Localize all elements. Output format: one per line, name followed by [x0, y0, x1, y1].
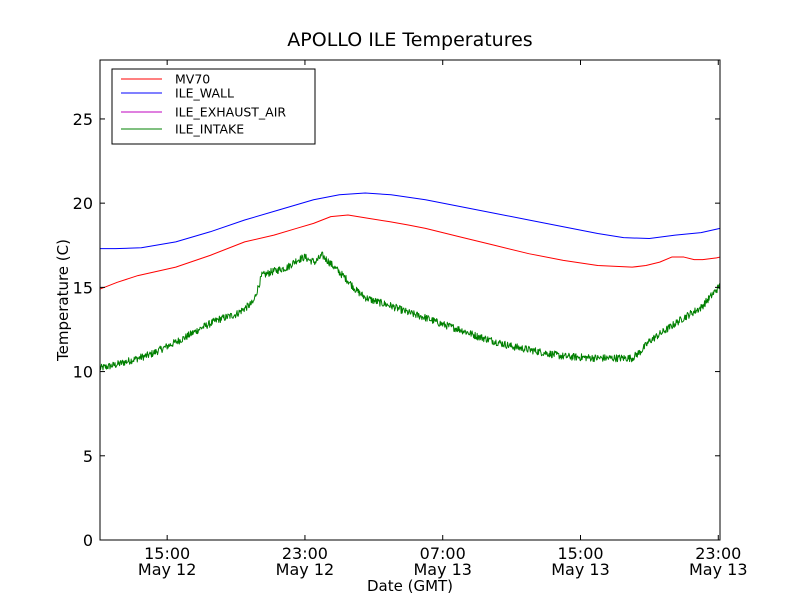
x-tick-label-time: 07:00	[420, 544, 466, 563]
x-tick-label-date: May 13	[689, 560, 748, 579]
y-tick-label: 20	[73, 194, 93, 213]
legend-label-ile-exhaust-air: ILE_EXHAUST_AIR	[175, 105, 286, 120]
legend-label-mv70: MV70	[175, 72, 210, 87]
x-tick-label-date: May 13	[413, 560, 472, 579]
y-tick-label: 15	[73, 278, 93, 297]
y-tick-label: 0	[83, 531, 93, 550]
x-tick-label-time: 23:00	[695, 544, 741, 563]
legend: MV70 ILE_WALL ILE_EXHAUST_AIR ILE_INTAKE	[111, 68, 316, 145]
y-axis-title: Temperature (C)	[54, 239, 72, 362]
x-tick-label-time: 23:00	[282, 544, 328, 563]
y-tick-label: 25	[73, 110, 93, 129]
y-tick-label: 10	[73, 363, 93, 382]
x-axis-title: Date (GMT)	[367, 577, 453, 595]
series-line-ile-intake	[99, 251, 721, 371]
chart-title: APOLLO ILE Temperatures	[287, 29, 532, 51]
x-tick-label-time: 15:00	[557, 544, 603, 563]
legend-box	[111, 68, 316, 145]
y-tick-label: 5	[83, 447, 93, 466]
x-tick-label-time: 15:00	[144, 544, 190, 563]
x-tick-label-date: May 13	[551, 560, 610, 579]
x-tick-label-date: May 12	[276, 560, 335, 579]
x-tick-label-date: May 12	[138, 560, 197, 579]
series-line-ile-wall	[100, 192, 721, 250]
legend-label-ile-intake: ILE_INTAKE	[175, 122, 244, 137]
plot-frame	[99, 59, 721, 541]
series-layer	[99, 192, 721, 371]
series-line-mv70	[99, 214, 721, 290]
legend-label-ile-wall: ILE_WALL	[175, 86, 234, 101]
